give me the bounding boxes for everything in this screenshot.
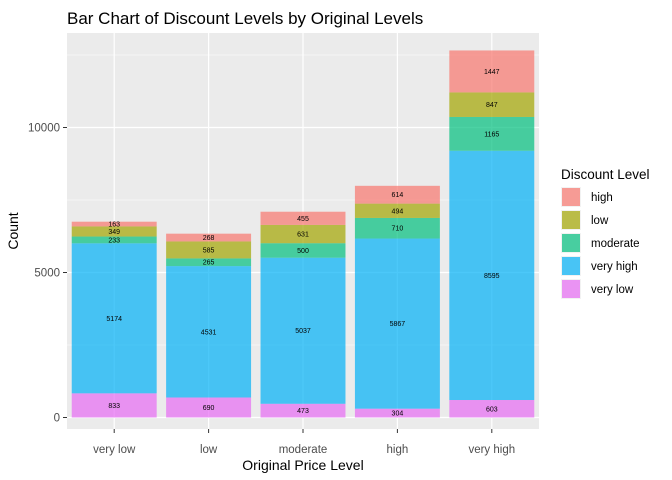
data-label: 614: [392, 192, 404, 199]
data-label: 455: [297, 216, 309, 223]
data-label: 5037: [295, 328, 311, 335]
legend-label: low: [591, 215, 609, 227]
legend-swatch: [562, 188, 580, 206]
data-label: 8595: [484, 273, 500, 280]
data-label: 265: [203, 260, 215, 267]
chart-title: Bar Chart of Discount Levels by Original…: [67, 9, 423, 28]
x-tick-label: very high: [468, 444, 515, 456]
bar-segment: [166, 233, 252, 242]
data-label: 1447: [484, 69, 500, 76]
data-label: 1165: [484, 131, 499, 138]
bar-segment: [449, 50, 535, 93]
data-label: 473: [297, 408, 309, 415]
x-axis-title: Original Price Level: [242, 457, 363, 473]
x-tick-label: moderate: [279, 444, 328, 456]
bar-segment: [166, 397, 252, 418]
y-tick-label: 10000: [28, 123, 60, 135]
data-label: 585: [203, 247, 215, 254]
bar-segment: [166, 241, 252, 259]
legend-swatch: [562, 234, 580, 252]
data-label: 304: [392, 411, 404, 418]
y-tick-label: 0: [54, 413, 60, 425]
data-label: 349: [108, 229, 120, 236]
data-label: 603: [486, 406, 498, 413]
legend-swatch: [562, 280, 580, 298]
data-label: 163: [108, 222, 120, 229]
data-label: 233: [108, 237, 120, 244]
bar-segment: [354, 203, 440, 218]
legend-label: very high: [591, 261, 638, 273]
data-label: 690: [203, 405, 215, 412]
bar-segment: [354, 217, 440, 239]
bar-segment: [354, 238, 440, 409]
bar-segment: [71, 221, 157, 227]
y-axis: 0 5000 10000: [28, 123, 67, 425]
bar-segment: [260, 211, 346, 225]
x-axis: very low low moderate high very high: [93, 429, 515, 456]
bar-segment: [354, 185, 440, 204]
x-tick-label: low: [200, 444, 218, 456]
legend-swatch: [562, 257, 580, 275]
data-label: 500: [297, 248, 309, 255]
data-label: 631: [297, 232, 309, 239]
data-label: 4531: [201, 329, 217, 336]
data-label: 847: [486, 102, 498, 109]
bar-segment: [71, 236, 157, 244]
bar-segment: [71, 243, 157, 394]
data-label: 710: [392, 226, 404, 233]
bar-segment: [260, 224, 346, 244]
data-label: 5174: [106, 316, 122, 323]
x-tick-label: high: [387, 444, 409, 456]
bar-segment: [71, 393, 157, 418]
data-label: 268: [203, 235, 215, 242]
legend-label: high: [591, 192, 613, 204]
y-tick-label: 5000: [34, 268, 60, 280]
legend-label: moderate: [591, 238, 640, 250]
bar-segment: [354, 408, 440, 418]
bar-segment: [260, 403, 346, 418]
y-axis-title: Count: [5, 212, 21, 249]
x-tick-label: very low: [93, 444, 136, 456]
bars: [71, 50, 535, 418]
bar-segment: [449, 116, 535, 151]
bar-segment: [449, 150, 535, 401]
legend-title: Discount Level: [561, 167, 650, 182]
data-label: 5867: [390, 321, 406, 328]
legend: Discount Level high low moderate very high v…: [561, 167, 650, 299]
legend-swatch: [562, 211, 580, 229]
legend-label: very low: [591, 284, 634, 296]
bar-segment: [166, 266, 252, 398]
data-label: 494: [392, 208, 404, 215]
bar-segment: [260, 257, 346, 404]
bar-segment: [449, 400, 535, 418]
data-label: 833: [108, 403, 120, 410]
bar-segment: [71, 226, 157, 237]
bar-segment: [260, 243, 346, 258]
bar-segment: [166, 258, 252, 267]
bar-segment: [449, 92, 535, 117]
